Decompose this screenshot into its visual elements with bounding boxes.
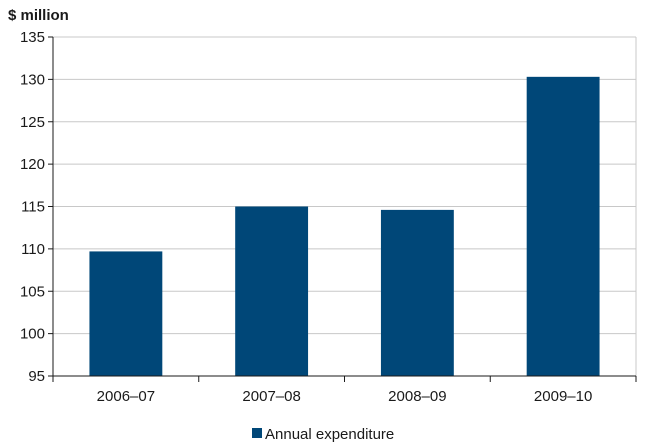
y-tick-label: 105 xyxy=(20,283,45,300)
bar xyxy=(380,209,454,376)
bar xyxy=(89,251,163,376)
y-tick-label: 125 xyxy=(20,114,45,131)
axes: 95 100 105 110 115 120 125 130 135 2006–07 2007–08… xyxy=(20,29,637,405)
y-tick-label: 115 xyxy=(21,199,45,216)
y-tick-label: 95 xyxy=(28,368,45,385)
bars xyxy=(89,76,600,377)
x-tick-label: 2006–07 xyxy=(97,388,155,405)
y-tick-label: 120 xyxy=(20,156,45,173)
x-tick-label: 2007–08 xyxy=(242,388,300,405)
legend-label: Annual expenditure xyxy=(265,426,394,443)
y-axis-unit-label: $ million xyxy=(8,7,69,24)
bar xyxy=(526,76,600,377)
x-tick-label: 2008–09 xyxy=(388,388,446,405)
y-tick-label: 135 xyxy=(20,29,45,46)
legend-swatch xyxy=(252,428,262,438)
y-tick-label: 100 xyxy=(20,326,45,343)
y-tick-label: 130 xyxy=(20,71,45,88)
bar xyxy=(235,206,309,376)
x-tick-label: 2009–10 xyxy=(534,388,592,405)
y-tick-label: 110 xyxy=(21,241,45,258)
legend: Annual expenditure xyxy=(252,426,394,443)
